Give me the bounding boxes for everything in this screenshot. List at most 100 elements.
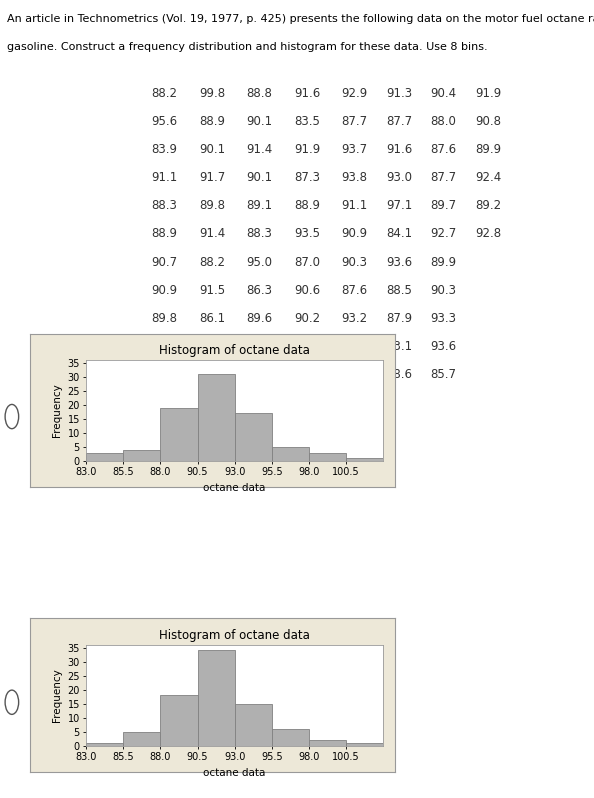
Text: 93.3: 93.3 <box>431 312 457 325</box>
Text: 84.1: 84.1 <box>386 227 412 240</box>
Text: 88.9: 88.9 <box>199 115 225 128</box>
Text: 91.9: 91.9 <box>151 340 178 353</box>
Text: 91.4: 91.4 <box>199 227 225 240</box>
Bar <box>198 374 235 461</box>
Text: 89.2: 89.2 <box>475 200 501 212</box>
Bar <box>235 704 272 746</box>
Text: 85.7: 85.7 <box>431 368 457 381</box>
Text: 90.1: 90.1 <box>247 172 273 184</box>
Text: 90.2: 90.2 <box>294 312 320 325</box>
Text: 93.5: 93.5 <box>294 227 320 240</box>
Text: 89.8: 89.8 <box>247 340 273 353</box>
Text: 95.6: 95.6 <box>151 115 178 128</box>
Text: 91.6: 91.6 <box>294 87 320 100</box>
Text: 93.2: 93.2 <box>342 312 368 325</box>
Text: 83.5: 83.5 <box>294 115 320 128</box>
Text: 91.6: 91.6 <box>386 143 412 156</box>
Text: 90.7: 90.7 <box>151 255 178 268</box>
Text: 90.6: 90.6 <box>294 283 320 297</box>
Text: 89.8: 89.8 <box>199 200 225 212</box>
Text: 92.8: 92.8 <box>475 227 501 240</box>
Text: 87.9: 87.9 <box>386 312 412 325</box>
Title: Histogram of octane data: Histogram of octane data <box>159 345 310 358</box>
Text: 89.7: 89.7 <box>431 200 457 212</box>
Text: 93.6: 93.6 <box>386 255 412 268</box>
Bar <box>346 458 383 461</box>
Text: 90.9: 90.9 <box>151 283 178 297</box>
Bar <box>86 743 124 746</box>
Text: 92.9: 92.9 <box>342 87 368 100</box>
Bar <box>309 741 346 746</box>
Text: 95.2: 95.2 <box>199 368 225 381</box>
Text: 87.3: 87.3 <box>294 172 320 184</box>
Bar <box>198 650 235 746</box>
Text: 91.3: 91.3 <box>386 87 412 100</box>
Bar <box>309 452 346 461</box>
Text: 90.3: 90.3 <box>431 283 457 297</box>
Text: 88.5: 88.5 <box>386 283 412 297</box>
Text: gasoline. Construct a frequency distribution and histogram for these data. Use 8: gasoline. Construct a frequency distribu… <box>7 42 488 53</box>
Text: 86.3: 86.3 <box>247 283 273 297</box>
Text: 99.8: 99.8 <box>199 87 225 100</box>
Text: 91.7: 91.7 <box>199 172 225 184</box>
Text: 97.1: 97.1 <box>386 200 412 212</box>
Text: 88.3: 88.3 <box>151 200 178 212</box>
Y-axis label: Frequency: Frequency <box>52 669 62 722</box>
Text: 88.3: 88.3 <box>247 227 273 240</box>
Text: 88.5: 88.5 <box>294 368 320 381</box>
Text: 89.3: 89.3 <box>151 368 178 381</box>
Text: 91.1: 91.1 <box>342 200 368 212</box>
Text: 90.8: 90.8 <box>475 115 501 128</box>
X-axis label: octane data: octane data <box>203 483 266 493</box>
Text: 86.1: 86.1 <box>199 312 225 325</box>
Bar <box>124 450 160 461</box>
Bar <box>86 452 124 461</box>
Text: 89.9: 89.9 <box>431 255 457 268</box>
Text: 88.2: 88.2 <box>151 87 178 100</box>
Text: 83.9: 83.9 <box>151 143 178 156</box>
Text: 87.6: 87.6 <box>431 143 457 156</box>
Text: 93.1: 93.1 <box>386 340 412 353</box>
Text: An article in Technometrics (Vol. 19, 1977, p. 425) presents the following data : An article in Technometrics (Vol. 19, 19… <box>7 14 594 24</box>
Text: 93.8: 93.8 <box>342 172 368 184</box>
Y-axis label: Frequency: Frequency <box>52 384 62 437</box>
Text: 91.1: 91.1 <box>151 172 178 184</box>
Text: 91.5: 91.5 <box>199 283 225 297</box>
Title: Histogram of octane data: Histogram of octane data <box>159 630 310 642</box>
Text: 100.4: 100.4 <box>294 340 327 353</box>
Text: 88.8: 88.8 <box>247 87 273 100</box>
Text: 91.9: 91.9 <box>294 143 320 156</box>
Text: 87.7: 87.7 <box>386 115 412 128</box>
Text: 92.4: 92.4 <box>475 172 501 184</box>
Text: 89.1: 89.1 <box>247 200 273 212</box>
Bar <box>160 695 198 746</box>
Text: 93.0: 93.0 <box>386 172 412 184</box>
Text: 91.4: 91.4 <box>247 143 273 156</box>
Text: 88.9: 88.9 <box>151 227 178 240</box>
Text: 87.6: 87.6 <box>342 283 368 297</box>
Text: 89.7: 89.7 <box>342 368 368 381</box>
Text: 90.1: 90.1 <box>247 115 273 128</box>
Bar <box>235 413 272 461</box>
Text: 88.2: 88.2 <box>199 255 225 268</box>
Text: 92.7: 92.7 <box>431 227 457 240</box>
Bar <box>124 732 160 746</box>
Text: 89.8: 89.8 <box>151 312 178 325</box>
Text: 93.7: 93.7 <box>342 143 368 156</box>
Bar <box>160 408 198 461</box>
Text: 90.9: 90.9 <box>342 227 368 240</box>
Text: 87.7: 87.7 <box>431 172 457 184</box>
X-axis label: octane data: octane data <box>203 768 266 778</box>
Bar <box>272 447 309 461</box>
Text: 87.7: 87.7 <box>342 115 368 128</box>
Text: 87.0: 87.0 <box>294 255 320 268</box>
Text: 90.3: 90.3 <box>342 255 368 268</box>
Text: 92.8: 92.8 <box>199 340 225 353</box>
Text: 89.9: 89.9 <box>475 143 501 156</box>
Text: 90.4: 90.4 <box>431 87 457 100</box>
Text: 88.0: 88.0 <box>431 115 457 128</box>
Text: 93.6: 93.6 <box>431 340 457 353</box>
Text: 89.6: 89.6 <box>247 312 273 325</box>
Bar <box>272 729 309 746</box>
Text: 88.9: 88.9 <box>294 200 320 212</box>
